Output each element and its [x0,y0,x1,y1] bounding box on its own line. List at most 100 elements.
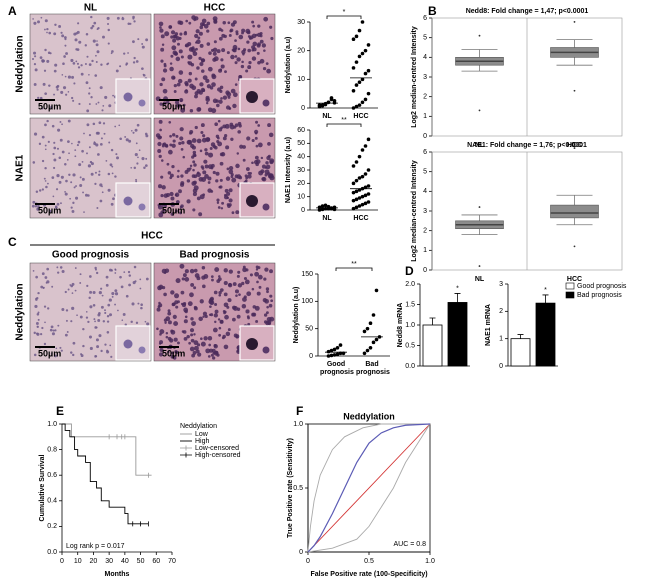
nucleus [132,131,135,134]
nucleus [36,313,40,316]
nucleus [70,320,73,323]
nucleus [225,331,231,337]
nucleus [37,96,40,100]
panel-letter: C [8,235,17,249]
nucleus [193,305,198,310]
point [366,43,371,47]
nucleus [238,175,243,180]
nucleus [65,309,69,312]
bar [535,302,556,367]
y-tick-label: 2 [499,308,503,315]
y-tick-label: 2.0 [405,281,415,288]
nucleus [56,202,60,206]
nucleus [53,69,57,73]
plot-frame [307,423,431,553]
nucleus [230,173,234,177]
nucleus [237,283,243,288]
nucleus [33,21,37,25]
nucleus [85,311,88,313]
nucleus [189,328,195,333]
nucleus [223,311,226,315]
nucleus [221,48,226,53]
nucleus [247,171,251,175]
nucleus [172,38,177,43]
y-axis-label: NAE1 mRNA [485,304,492,346]
nucleus [212,47,218,53]
nucleus [52,329,55,332]
nucleus [71,306,75,310]
nucleus [174,192,180,198]
nucleus [35,322,39,325]
nucleus [46,27,49,31]
nucleus [141,67,144,71]
nucleus [87,320,90,324]
nucleus [201,69,205,73]
nucleus [96,28,99,31]
nucleus [179,263,185,269]
nucleus [189,131,193,135]
nucleus [262,66,267,71]
legend-label: Bad prognosis [577,292,622,299]
nucleus [143,74,146,77]
inset-nucleus [138,99,146,107]
point [335,346,340,350]
nucleus [242,297,247,302]
nucleus [166,162,170,166]
nucleus [236,57,241,62]
nucleus [170,290,175,295]
nucleus [251,161,254,165]
nucleus [41,188,45,191]
nucleus [163,318,168,322]
nucleus [221,201,225,205]
y-tick-label: 0 [301,207,305,214]
y-tick-label: 20 [297,180,305,187]
nucleus [79,315,83,319]
inset-nucleus [262,99,270,107]
nucleus [88,146,91,149]
nucleus [161,144,165,148]
nucleus [269,158,275,164]
x-axis-label: Months [105,571,130,578]
nucleus [82,191,84,194]
x-tick-label: Bad prognosis [354,361,390,376]
nucleus [199,43,204,48]
nucleus [49,106,53,109]
nucleus [226,196,230,200]
nucleus [159,102,163,106]
nucleus [166,100,170,104]
nucleus [114,175,117,178]
y-tick-label: 1.0 [405,322,415,329]
nucleus [46,267,50,271]
x-tick-label: NL [475,276,485,283]
nucleus [269,294,273,298]
nucleus [119,275,122,279]
nucleus [102,122,106,125]
point [357,176,362,180]
nucleus [211,82,216,87]
nucleus [178,36,182,40]
point [351,206,356,211]
nucleus [137,302,140,305]
point [351,181,356,186]
y-tick-label: 0.8 [47,446,57,453]
nucleus [128,139,132,143]
nucleus [59,346,62,349]
nucleus [228,33,232,37]
nucleus [200,123,205,128]
nucleus [255,144,259,148]
nucleus [135,142,138,145]
nucleus [218,293,222,297]
nucleus [187,61,190,64]
nucleus [120,285,124,289]
point [365,348,370,353]
nucleus [85,33,89,36]
nucleus [124,135,127,138]
point [366,200,371,204]
nucleus [254,136,258,140]
y-tick-label: 3 [423,74,427,81]
nucleus [265,161,269,165]
error-bar [454,293,461,303]
nucleus [99,86,103,90]
legend-label: Low-censored [195,445,239,452]
point [351,106,356,110]
